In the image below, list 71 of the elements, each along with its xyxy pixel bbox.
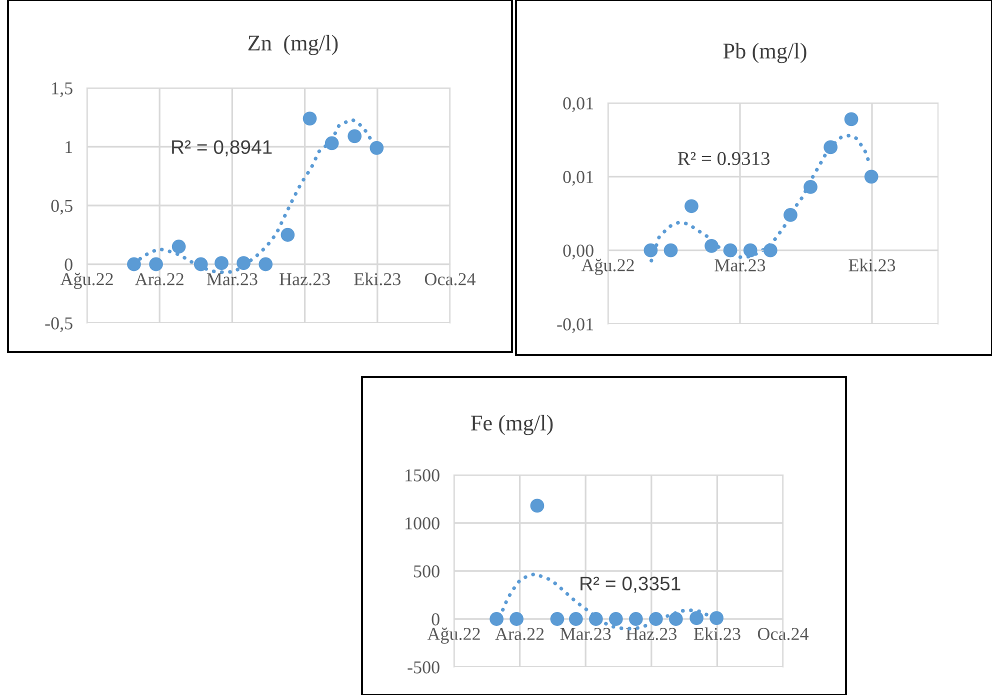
point [324,136,339,150]
point [370,140,384,155]
y-tick-label: 0 [432,613,440,626]
point [824,140,838,154]
y-tick-label: 0,01 [563,97,594,112]
point [348,129,362,144]
x-tick-label: Haz.23 [280,273,330,286]
x-tick-label: Oca.24 [758,628,809,640]
point [194,257,208,272]
point [214,256,228,270]
y-tick-label: 500 [414,565,440,578]
point [864,170,878,184]
x-tick-label: Haz.23 [626,628,677,640]
x-tick-label: Ağu.22 [427,627,480,644]
point [550,612,564,626]
y-tick-label: -0,5 [45,317,72,332]
point [690,611,704,625]
point [302,112,317,126]
point [236,256,251,270]
chart-title: Pb (mg/l) [723,42,806,64]
x-tick-label: Eki.23 [354,272,401,286]
point [704,238,718,253]
x-tick-label: Mar.23 [206,273,258,286]
y-tick-label: 0,5 [51,200,72,215]
x-tick-label: Ağu.22 [60,272,113,289]
point [743,243,758,258]
y-tick-label: 0 [64,258,72,271]
chart-title: Zn (mg/l) [248,34,338,56]
point [668,612,683,626]
y-tick-label: 1000 [406,517,440,530]
y-tick-label: 1 [66,141,72,154]
chart-title: Fe (mg/l) [470,414,553,436]
annotation: R² = 0.9313 [678,152,770,166]
point [172,240,186,254]
point [664,243,678,258]
y-tick-label: -0,01 [557,318,594,334]
point [127,257,141,272]
point [763,243,778,258]
point [149,257,163,272]
point [804,180,818,194]
point [628,612,643,626]
point [648,612,663,626]
point [684,199,698,214]
annotation: R² = 0,3351 [580,576,680,593]
y-tick-label: 1,5 [52,82,72,98]
point [844,112,858,126]
x-tick-label: Ağu.22 [581,258,634,276]
point [608,612,623,626]
point [530,498,544,513]
point [280,228,295,242]
y-tick-label: 0,00 [563,244,594,260]
point [258,257,273,272]
point [723,243,738,258]
point [588,612,603,626]
point [784,208,798,222]
x-tick-label: Mar.23 [714,259,766,272]
x-tick-label: Mar.23 [560,628,611,640]
x-tick-label: Eki.23 [694,627,740,640]
x-tick-label: Ara.22 [495,628,544,640]
point [490,612,504,626]
x-tick-label: Oca.24 [424,273,476,286]
x-tick-label: Eki.23 [848,258,896,272]
point [568,612,583,626]
x-tick-label: Ara.22 [134,273,184,286]
annotation: R² = 0,8941 [172,140,272,156]
y-tick-label: 0,01 [563,170,594,186]
point [710,611,724,625]
point [644,243,658,258]
point [510,612,524,626]
y-tick-label: -500 [408,661,440,674]
y-tick-label: 1500 [406,469,440,482]
